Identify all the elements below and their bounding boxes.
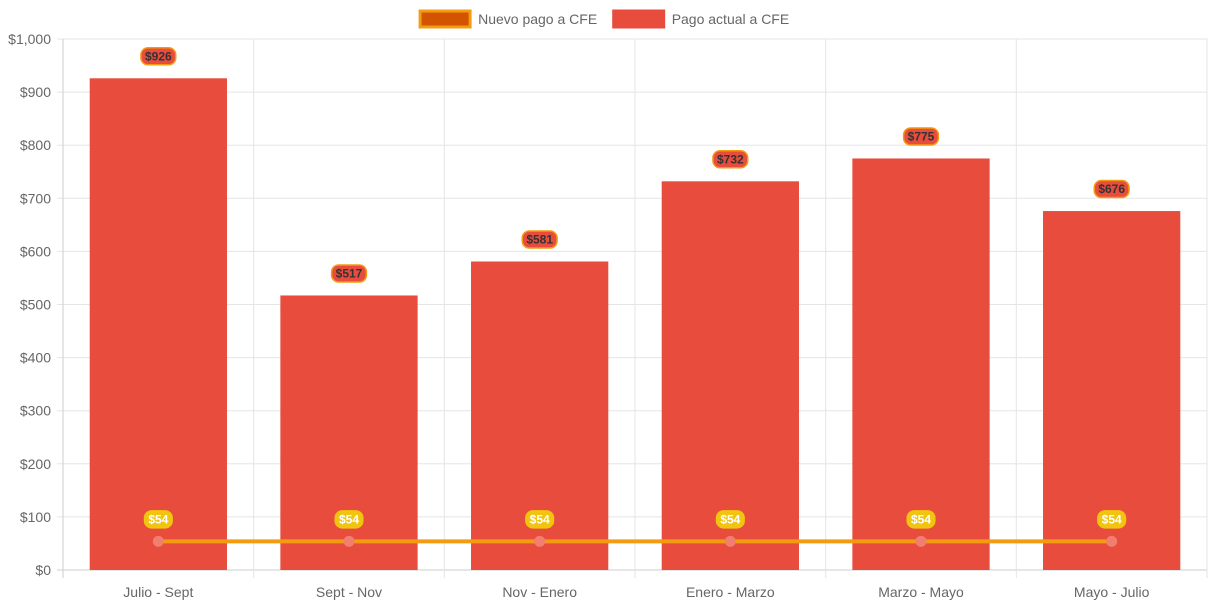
y-tick-label: $100 [20,509,51,525]
bar-data-label-bg [902,127,940,146]
bar-data-label: $581 [526,232,553,246]
y-tick-label: $700 [20,190,51,206]
bar[interactable] [661,181,799,571]
legend-label[interactable]: Pago actual a CFE [672,11,790,27]
legend-swatch[interactable] [418,9,472,29]
bar[interactable] [280,295,418,570]
line-point[interactable] [724,535,736,547]
line-point[interactable] [915,535,927,547]
y-tick-label: $0 [35,562,51,578]
y-tick-label: $400 [20,350,51,366]
line-data-label-bg [715,510,745,529]
data-labels: $926 $517 $581 $732 $775 $676 $54 $54 $54 $54 $54 $… [140,47,1130,529]
line-data-label: $54 [1102,512,1122,526]
line-data-label-bg [334,510,364,529]
x-tick-label: Sept - Nov [316,584,382,600]
line-data-label: $54 [720,512,740,526]
line-point[interactable] [1106,535,1118,547]
line-data-label-bg [143,510,173,529]
line-data-label: $54 [339,512,359,526]
line-data-label: $54 [530,512,550,526]
legend-label[interactable]: Nuevo pago a CFE [478,11,597,27]
bar-data-label: $926 [145,49,172,63]
x-tick-label: Mayo - Julio [1074,584,1150,600]
x-tick-label: Enero - Marzo [686,584,775,600]
grid [57,38,1208,578]
bar-data-label: $732 [717,152,744,166]
line-data-label: $54 [911,512,931,526]
line-series [152,535,1118,547]
y-tick-label: $200 [20,456,51,472]
y-tick-label: $900 [20,84,51,100]
bar-data-label-bg [712,150,749,169]
bar-data-label: $676 [1098,182,1125,196]
bar-data-label-bg [330,264,368,283]
y-tick-label: $600 [20,243,51,259]
line-data-label-bg [525,510,555,529]
x-tick-label: Nov - Enero [502,584,577,600]
line-point[interactable] [534,535,546,547]
y-tick-label: $500 [20,297,51,313]
bar-data-label-bg [1093,179,1130,199]
legend: Nuevo pago a CFE Pago actual a CFE [418,9,790,29]
line-data-label-bg [906,510,936,529]
y-tick-label: $1,000 [8,31,51,47]
bar-data-label-bg [521,230,558,249]
bar[interactable] [89,78,227,570]
y-tick-label: $300 [20,403,51,419]
legend-swatch[interactable] [612,9,666,29]
line-data-label-bg [1097,510,1127,529]
line-point[interactable] [343,535,355,547]
line-point[interactable] [152,535,164,547]
bar-data-label: $775 [908,129,935,143]
x-tick-label: Marzo - Mayo [878,584,964,600]
line-data-label: $54 [148,512,168,526]
bar-data-label-bg [140,47,177,66]
x-tick-label: Julio - Sept [123,584,193,600]
bar[interactable] [852,158,990,570]
y-tick-label: $800 [20,137,51,153]
axes: $0 $100 $200 $300 $400 $500 $600 $700 $800 $900 $1… [8,31,1149,600]
bar-data-label: $517 [336,266,363,280]
